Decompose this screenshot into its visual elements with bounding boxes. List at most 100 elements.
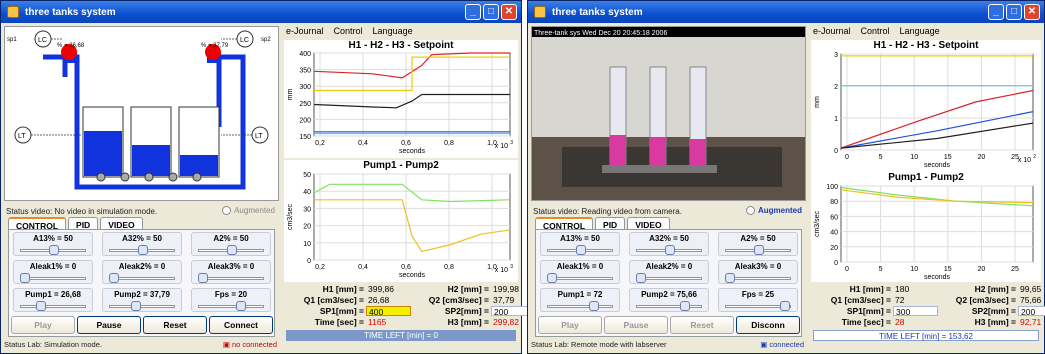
sp1-label: sp1 [7,37,17,43]
slider-thumb[interactable] [198,273,208,283]
y-tick-label: 2 [834,84,838,91]
slider[interactable]: Pump2 = 75,66 [629,288,709,312]
slider-track [109,305,175,308]
slider-thumb[interactable] [754,245,764,255]
play-button[interactable]: Play [538,316,602,334]
slider[interactable]: Aleak1% = 0 [13,260,93,284]
slider[interactable]: Pump1 = 26,68 [13,288,93,312]
pump2-series [314,199,511,253]
sp2-input[interactable]: 200 [1018,306,1045,317]
y-tick-label: 350 [299,68,311,75]
maximize-button[interactable]: □ [1006,4,1022,20]
time-left-bar: TIME LEFT [min] = 0 [286,330,516,341]
slider[interactable]: Fps = 20 [191,288,271,312]
setpoint-series [314,56,510,92]
h2-label: H2 [mm] = [974,284,1016,294]
connect-button[interactable]: Connect [209,316,273,334]
lt-right-label: LT [255,133,263,140]
close-button[interactable]: ✕ [501,4,517,20]
sp1-input[interactable]: 300 [893,306,938,317]
slider[interactable]: A32% = 50 [102,232,182,256]
y-tick-label: 60 [830,214,838,221]
readout-panel: H1 [mm] = 399,86 H2 [mm] = 199,98 Q1 [cm3/s… [286,284,536,328]
x-tick-label: 0,6 [401,264,411,271]
slider-thumb[interactable] [235,301,246,311]
slider-label: Aleak2% = 0 [118,262,166,271]
slider[interactable]: A13% = 50 [13,232,93,256]
x-tick-label: 10 [910,266,918,273]
slider-label: Pump2 = 75,66 [641,290,697,299]
y-tick-label: 250 [299,101,311,108]
play-button[interactable]: Play [11,316,75,334]
slider-thumb[interactable] [109,273,119,283]
slider[interactable]: A13% = 50 [540,232,620,256]
plot-area [313,173,511,261]
augmented-radio[interactable]: Augmented [746,206,802,215]
slider-thumb[interactable] [547,273,557,283]
x-tick-label: 0 [845,266,849,273]
menu-ejournal[interactable]: e-Journal [813,26,851,36]
sp1-input[interactable]: 400 [366,306,411,317]
x-tick-label: 1,0 [487,264,497,271]
y-tick-label: 300 [299,84,311,91]
minimize-button[interactable]: _ [465,4,481,20]
video-caption: Three-tank sys Wed Dec 20 20:45:18 2006 [534,30,667,37]
y-tick-label: 40 [303,189,311,196]
h1-series [313,52,510,79]
slider-thumb[interactable] [35,301,46,311]
slider[interactable]: Pump2 = 37,79 [102,288,182,312]
slider-thumb[interactable] [588,301,599,311]
slider-thumb[interactable] [725,273,735,283]
disconn-button[interactable]: Disconn [736,316,800,334]
sp1-label: SP1[mm] = [846,306,891,316]
slider-thumb[interactable] [636,273,646,283]
minimize-button[interactable]: _ [988,4,1004,20]
x-exponent: x 10 [495,267,508,274]
slider-label: Aleak3% = 0 [734,262,782,271]
menu-control[interactable]: Control [333,26,363,36]
x-exponent-power: 3 [510,264,513,270]
pause-button[interactable]: Pause [77,316,141,334]
h3-value: 299,82 [493,317,519,327]
time-left-bar: TIME LEFT [min] = 153,62 [813,330,1039,341]
menu-language[interactable]: Language [372,26,413,36]
slider[interactable]: A32% = 50 [629,232,709,256]
slider-thumb[interactable] [138,245,148,255]
slider-thumb[interactable] [665,245,675,255]
menu-language[interactable]: Language [899,26,940,36]
y-tick-label: 20 [830,245,838,252]
slider[interactable]: A2% = 50 [718,232,798,256]
slider[interactable]: Pump1 = 72 [540,288,620,312]
reset-button[interactable]: Reset [143,316,207,334]
slider[interactable]: Aleak2% = 0 [102,260,182,284]
slider-track [636,305,702,308]
slider[interactable]: Aleak3% = 0 [191,260,271,284]
reset-button[interactable]: Reset [670,316,734,334]
slider-thumb[interactable] [680,301,691,311]
menu-control[interactable]: Control [860,26,890,36]
slider[interactable]: Aleak3% = 0 [718,260,798,284]
y-tick-label: 20 [303,224,311,231]
slider[interactable]: Aleak2% = 0 [629,260,709,284]
slider[interactable]: Aleak1% = 0 [540,260,620,284]
pump2-percent: % = 37,79 [201,43,229,49]
slider-track [725,305,791,308]
slider-thumb[interactable] [227,245,237,255]
slider-thumb[interactable] [20,273,30,283]
slider-thumb[interactable] [49,245,59,255]
slider-thumb[interactable] [131,301,142,311]
slider-label: A2% = 50 [740,234,776,243]
menu-ejournal[interactable]: e-Journal [286,26,324,36]
maximize-button[interactable]: □ [483,4,499,20]
close-button[interactable]: ✕ [1024,4,1040,20]
x-tick-label: 0,6 [401,140,411,147]
x-tick-label: 0,4 [358,140,368,147]
augmented-radio[interactable]: Augmented [222,206,275,215]
slider[interactable]: Fps = 25 [718,288,798,312]
slider-thumb[interactable] [576,245,586,255]
slider-thumb[interactable] [780,301,791,311]
slider[interactable]: A2% = 50 [191,232,271,256]
y-axis-label: cm3/sec [287,203,294,230]
h2-value: 199,98 [493,284,519,294]
pause-button[interactable]: Pause [604,316,668,334]
